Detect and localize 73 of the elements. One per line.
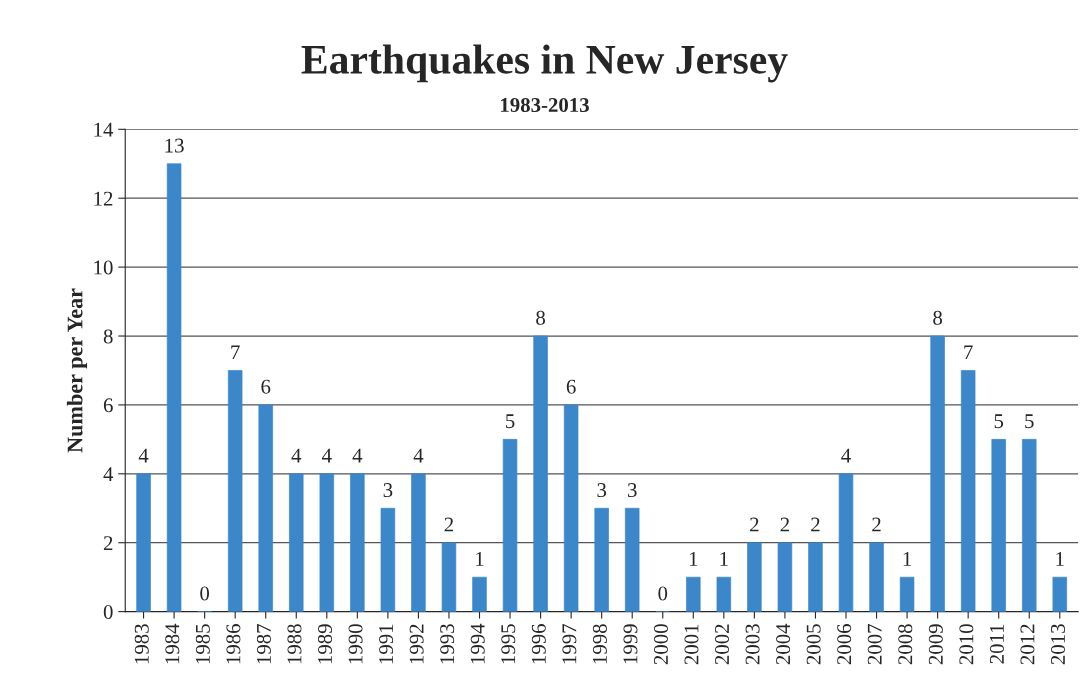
x-tick-label: 2008	[898, 624, 913, 665]
x-tick-label: 1999	[623, 624, 638, 664]
data-label: 2	[811, 517, 820, 532]
y-tick-label: 12	[94, 191, 113, 206]
data-label: 5	[506, 414, 515, 429]
x-tick-label: 2001	[684, 624, 699, 665]
data-label: 8	[933, 310, 943, 325]
data-label: 4	[352, 448, 363, 463]
x-tick-label: 1986	[226, 624, 241, 664]
data-label: 7	[231, 345, 240, 360]
x-tick-label: 2011	[989, 624, 1004, 664]
data-label: 1	[720, 552, 728, 566]
chart-subtitle: 1983-2013	[501, 97, 589, 113]
data-label: 2	[872, 517, 881, 532]
data-label: 8	[536, 310, 545, 325]
x-tick-label: 2005	[806, 624, 821, 665]
data-label: 0	[658, 586, 668, 601]
x-tick-label: 2007	[867, 624, 882, 665]
data-label: 6	[566, 379, 576, 394]
data-label: 1	[1056, 552, 1064, 566]
x-tick-label: 1988	[287, 624, 302, 664]
data-label: 2	[780, 517, 789, 532]
x-tick-label: 2006	[837, 624, 852, 665]
x-tick-label: 1985	[195, 624, 210, 664]
chart-title: Earthquakes in New Jersey	[301, 44, 788, 83]
data-label: 4	[322, 448, 332, 463]
data-label: 7	[964, 345, 973, 360]
x-tick-label: 2013	[1050, 624, 1065, 665]
x-tick-label: 1990	[348, 624, 363, 664]
data-label: 2	[750, 517, 759, 532]
x-tick-label: 1996	[531, 624, 546, 664]
data-label: 1	[476, 552, 484, 566]
y-tick-label: 4	[103, 467, 114, 482]
data-label: 5	[994, 414, 1004, 429]
x-tick-label: 2003	[745, 624, 760, 665]
x-tick-label: 1997	[562, 624, 577, 664]
x-tick-label: 2012	[1020, 624, 1035, 665]
x-tick-label: 1984	[165, 623, 180, 664]
data-label: 6	[261, 379, 271, 394]
x-tick-label: 2010	[959, 624, 974, 665]
x-tick-label: 2000	[653, 624, 668, 665]
data-label: 4	[841, 448, 851, 463]
y-tick-label: 14	[94, 122, 114, 137]
data-label: 4	[138, 448, 149, 463]
data-label: 3	[383, 483, 393, 498]
x-tick-label: 1995	[501, 624, 516, 664]
x-tick-label: 1987	[256, 624, 271, 664]
data-label: 1	[689, 552, 698, 566]
data-label: 2	[444, 517, 454, 532]
x-tick-label: 1998	[592, 624, 607, 664]
data-label: 4	[291, 448, 302, 463]
x-tick-label: 2009	[928, 624, 943, 665]
x-tick-label: 2004	[776, 623, 791, 665]
y-tick-label: 6	[103, 398, 113, 413]
data-label: 3	[597, 483, 607, 498]
x-tick-label: 1993	[440, 624, 455, 664]
data-label: 4	[413, 448, 424, 463]
x-tick-label: 1989	[317, 624, 333, 664]
y-tick-label: 2	[103, 536, 113, 550]
x-tick-label: 2002	[714, 624, 730, 665]
x-tick-label: 1992	[409, 624, 424, 664]
y-tick-label: 8	[103, 329, 113, 344]
y-tick-label: 0	[103, 605, 113, 620]
data-label: 1	[903, 552, 912, 566]
y-tick-label: 10	[94, 260, 113, 275]
y-axis-title: Number per Year	[66, 288, 88, 453]
data-label: 0	[200, 586, 210, 601]
x-tick-label: 1983	[134, 624, 149, 664]
x-tick-label: 1991	[379, 624, 394, 664]
x-tick-label: 1994	[470, 623, 485, 664]
data-label: 3	[628, 483, 637, 498]
data-label: 5	[1025, 414, 1034, 429]
data-label: 13	[165, 138, 184, 153]
